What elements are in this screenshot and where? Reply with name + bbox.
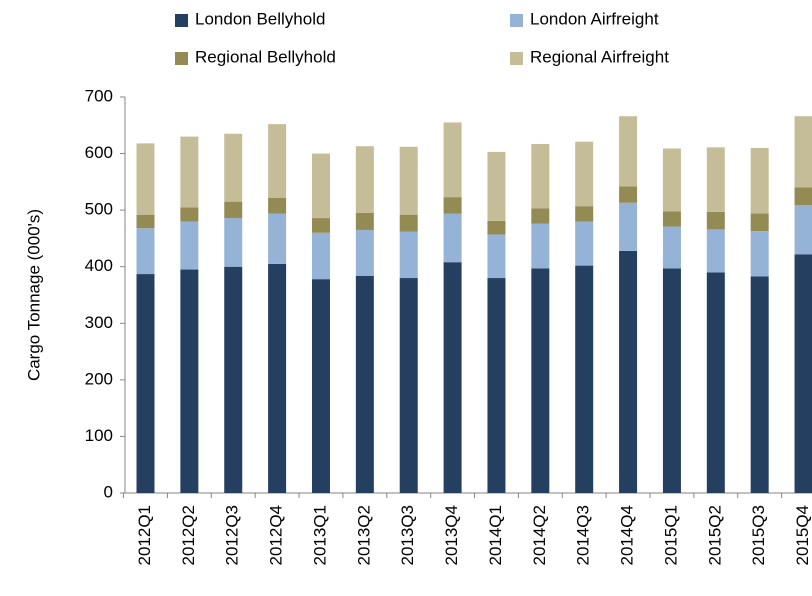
x-tick-label: 2015Q1 [661, 505, 680, 566]
bar-segment [662, 148, 681, 212]
bar-segment [136, 274, 155, 493]
bar-segment [531, 208, 550, 224]
bar-segment [268, 197, 287, 214]
bar-segment [399, 214, 418, 232]
bar-segment [706, 147, 725, 212]
bar-segment [750, 213, 769, 232]
bar-segment [706, 229, 725, 273]
bar-segment [487, 278, 506, 493]
x-tick-label: 2012Q3 [223, 505, 242, 566]
y-tick-label: 600 [85, 143, 113, 162]
bar-segment [706, 211, 725, 230]
x-tick-label: 2012Q2 [179, 505, 198, 566]
bar-segment [750, 231, 769, 277]
bar-segment [136, 214, 155, 229]
bar-segment [443, 262, 462, 493]
legend-label: London Airfreight [530, 9, 659, 28]
bar-segment [399, 146, 418, 215]
y-tick-label: 700 [85, 86, 113, 105]
legend-label: London Bellyhold [195, 9, 325, 28]
bar-segment [224, 266, 243, 493]
bar-segment [355, 275, 374, 493]
x-tick-label: 2013Q4 [442, 505, 461, 566]
legend-label: Regional Airfreight [530, 47, 669, 66]
bar-segment [575, 265, 594, 493]
bar-segment [311, 232, 330, 280]
bar-segment [619, 202, 638, 251]
bar-segment [180, 207, 199, 222]
bar-segment [443, 197, 462, 214]
bar-segment [750, 276, 769, 493]
y-tick-label: 300 [85, 313, 113, 332]
bar-segment [180, 269, 199, 493]
x-tick-label: 2014Q1 [486, 505, 505, 566]
bar-segment [531, 223, 550, 269]
bar-segment [355, 146, 374, 213]
bar-segment [136, 228, 155, 275]
x-tick-label: 2014Q4 [618, 505, 637, 566]
bar-segment [750, 147, 769, 214]
bar-segment [136, 143, 155, 215]
bar-segment [311, 153, 330, 219]
legend-swatch [175, 14, 188, 27]
x-tick-label: 2015Q4 [793, 505, 812, 566]
legend-swatch [510, 52, 523, 65]
y-tick-label: 0 [104, 482, 113, 501]
bar-segment [180, 221, 199, 270]
x-tick-label: 2013Q3 [398, 505, 417, 566]
bar-segment [487, 151, 506, 221]
y-tick-label: 200 [85, 369, 113, 388]
bar-segment [575, 206, 594, 222]
y-tick-label: 500 [85, 200, 113, 219]
bar-segment [443, 122, 462, 198]
bar-segment [224, 218, 243, 267]
legend-swatch [510, 14, 523, 27]
bar-segment [399, 231, 418, 279]
x-tick-label: 2013Q2 [354, 505, 373, 566]
bar-segment [575, 141, 594, 207]
x-tick-label: 2015Q2 [705, 505, 724, 566]
bar-segment [575, 221, 594, 266]
bar-segment [268, 213, 287, 264]
bar-segment [531, 268, 550, 493]
bar-segment [268, 263, 287, 493]
bar-segment [399, 278, 418, 493]
bar-segment [619, 250, 638, 493]
bar-segment [355, 212, 374, 230]
x-tick-label: 2014Q2 [530, 505, 549, 566]
bar-segment [443, 213, 462, 263]
x-tick-label: 2012Q4 [267, 505, 286, 566]
bar-segment [311, 218, 330, 233]
x-tick-label: 2013Q1 [310, 505, 329, 566]
bar-segment [180, 136, 199, 208]
bar-segment [487, 234, 506, 279]
bar-segment [224, 201, 243, 219]
bar-segment [794, 116, 812, 188]
legend-label: Regional Bellyhold [195, 47, 336, 66]
bar-segment [531, 143, 550, 209]
y-tick-label: 400 [85, 256, 113, 275]
bar-segment [355, 229, 374, 276]
x-tick-label: 2014Q3 [574, 505, 593, 566]
bar-segment [619, 186, 638, 203]
bar-segment [224, 133, 243, 202]
bar-segment [268, 124, 287, 198]
bar-segment [662, 226, 681, 269]
bar-segment [662, 268, 681, 493]
legend-swatch [175, 52, 188, 65]
bar-segment [794, 205, 812, 255]
x-tick-label: 2015Q3 [749, 505, 768, 566]
bar-segment [487, 220, 506, 235]
y-axis-label: Cargo Tonnage (000's) [24, 209, 43, 381]
y-tick-label: 100 [85, 426, 113, 445]
bar-segment [794, 254, 812, 493]
bar-segment [311, 279, 330, 493]
bar-segment [619, 116, 638, 187]
bar-segment [706, 272, 725, 493]
bar-segment [662, 211, 681, 227]
bar-segment [794, 187, 812, 206]
x-tick-label: 2012Q1 [135, 505, 154, 566]
